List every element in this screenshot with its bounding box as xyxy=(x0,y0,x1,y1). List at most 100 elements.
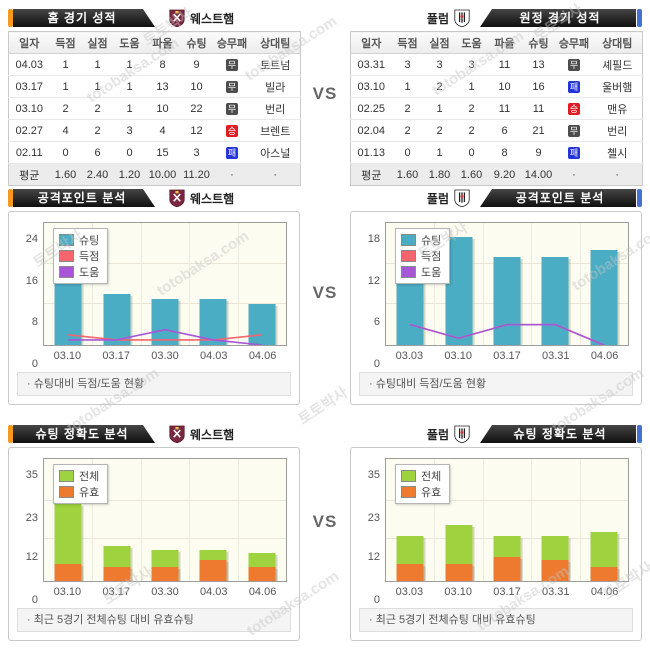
table-cell: 13 xyxy=(521,53,556,76)
result-cell: 패 xyxy=(555,75,593,98)
v-gridline xyxy=(189,223,191,345)
attack-away-header: 풀럼 공격포인트 분석 xyxy=(350,188,642,208)
blue-accent-bar xyxy=(637,189,642,207)
bar-slot xyxy=(92,223,140,345)
table-cell: 1 xyxy=(49,53,82,76)
record-row: 홈 경기 성적 웨스트햄 일자 득점 실점 도움 파울 슈팅 승무패 상대팀 04.03 1 1 1… xyxy=(8,8,643,186)
table-cell: 1 xyxy=(113,97,146,120)
panel-title: 홈 경기 성적 xyxy=(13,9,155,27)
average-cell: 평균 xyxy=(350,163,392,186)
opponent-cell: 아스널 xyxy=(250,141,301,164)
legend-item: 슈팅 xyxy=(59,232,99,248)
x-tick-label: 04.06 xyxy=(590,350,619,362)
y-tick-label: 0 xyxy=(31,357,38,370)
y-tick-label: 6 xyxy=(373,316,380,329)
blue-accent-bar xyxy=(637,425,642,443)
v-gridline xyxy=(579,223,581,345)
v-gridline xyxy=(237,459,239,581)
team-name: 풀럼 xyxy=(426,191,449,206)
v-gridline xyxy=(531,459,533,581)
column-header: 일자 xyxy=(350,31,392,54)
table-cell: 13 xyxy=(145,75,180,98)
bar-슈팅 xyxy=(248,304,276,345)
column-header: 득점 xyxy=(49,31,82,54)
legend-item: 유효 xyxy=(59,484,99,500)
table-cell: 2 xyxy=(81,97,114,120)
bar-slot xyxy=(434,459,482,581)
table-cell: 11 xyxy=(521,97,556,120)
vs-label: VS xyxy=(312,283,338,302)
bar-slot xyxy=(386,459,434,581)
away-record-header: 풀럼 원정 경기 성적 xyxy=(350,8,642,28)
average-cell: 1.20 xyxy=(113,163,146,186)
v-gridline xyxy=(189,459,191,581)
table-cell: 04.03 xyxy=(8,53,50,76)
bar-slot xyxy=(531,223,579,345)
table-cell: 21 xyxy=(521,119,556,142)
table-cell: 03.10 xyxy=(350,75,392,98)
result-cell: 무 xyxy=(213,53,251,76)
table-cell: 02.25 xyxy=(350,97,392,120)
accuracy-chart-home: 0 12 23 35 03.10 03.17 03.30 04.03 04.06 전체 유효 xyxy=(17,456,291,606)
average-cell: 1.80 xyxy=(423,163,456,186)
y-axis: 0 6 12 18 xyxy=(359,220,385,370)
average-row: 평균 1.60 2.40 1.20 10.00 11.20 · · xyxy=(8,163,301,186)
line-도움 xyxy=(68,330,262,345)
average-cell: 10.00 xyxy=(145,163,180,186)
table-cell: 02.11 xyxy=(8,141,50,164)
line-득점 xyxy=(410,325,604,345)
table-cell: 0 xyxy=(113,141,146,164)
bar-유효 xyxy=(248,567,276,581)
column-header: 슈팅 xyxy=(521,31,556,54)
line-도움 xyxy=(410,325,604,345)
table-row: 04.03 1 1 1 8 9 무 토트넘 xyxy=(8,53,301,76)
column-header: 실점 xyxy=(81,31,114,54)
table-cell: 1 xyxy=(113,53,146,76)
y-tick-label: 23 xyxy=(25,511,38,524)
home-record-header: 홈 경기 성적 웨스트햄 xyxy=(8,8,300,28)
legend-label: 득점 xyxy=(421,251,442,263)
table-header-row: 일자 득점 실점 도움 파울 슈팅 승무패 상대팀 xyxy=(8,31,301,54)
table-cell: 0 xyxy=(49,141,82,164)
table-cell: 2 xyxy=(49,97,82,120)
bar-유효 xyxy=(396,563,424,581)
result-badge-win: 승 xyxy=(568,102,580,115)
table-cell: 1 xyxy=(455,75,488,98)
x-tick-label: 03.10 xyxy=(53,586,82,598)
table-row: 02.04 2 2 2 6 21 무 번리 xyxy=(350,119,643,142)
table-cell: 11 xyxy=(487,97,522,120)
table-cell: 2 xyxy=(423,119,456,142)
v-gridline xyxy=(92,459,94,581)
table-cell: 15 xyxy=(145,141,180,164)
v-gridline xyxy=(237,223,239,345)
team-label: 풀럼 xyxy=(427,189,470,207)
result-cell: 무 xyxy=(213,75,251,98)
table-cell: 11 xyxy=(487,53,522,76)
table-cell: 4 xyxy=(49,119,82,142)
accuracy-analysis-row: 슈팅 정확도 분석 웨스트햄 0 12 23 35 03.10 03.17 03.30 04… xyxy=(8,424,642,641)
opponent-cell: 토트넘 xyxy=(250,53,301,76)
bar-slot xyxy=(141,223,189,345)
bar-슈팅 xyxy=(103,294,131,345)
team-label: 풀럼 xyxy=(427,425,470,443)
bar-유효 xyxy=(590,567,618,581)
table-cell: 0 xyxy=(391,141,424,164)
table-cell: 2 xyxy=(455,97,488,120)
legend-label: 도움 xyxy=(421,267,442,279)
attack-analysis-panel-away: 풀럼 공격포인트 분석 0 6 12 18 03.03 03.10 03.17 03.31 0… xyxy=(350,188,642,405)
table-cell: 2 xyxy=(423,75,456,98)
attack-chart-home: 0 8 16 24 03.10 03.17 03.30 04.03 04.06 슈팅 득점 도움 xyxy=(17,220,291,370)
team-label: 웨스트햄 xyxy=(169,425,234,443)
column-header: 상대팀 xyxy=(592,31,643,54)
y-axis: 0 12 23 35 xyxy=(359,456,385,606)
table-cell: 1 xyxy=(49,75,82,98)
table-cell: 2 xyxy=(455,119,488,142)
legend-swatch-전체 xyxy=(401,470,416,482)
legend-swatch-전체 xyxy=(59,470,74,482)
legend-item: 득점 xyxy=(59,248,99,264)
westham-crest-icon xyxy=(169,189,185,207)
y-tick-label: 0 xyxy=(373,357,380,370)
chart-note: · 최근 5경기 전체슈팅 대비 유효슈팅 xyxy=(359,608,633,632)
x-tick-label: 04.06 xyxy=(248,586,277,598)
legend-swatch-도움 xyxy=(59,266,74,278)
